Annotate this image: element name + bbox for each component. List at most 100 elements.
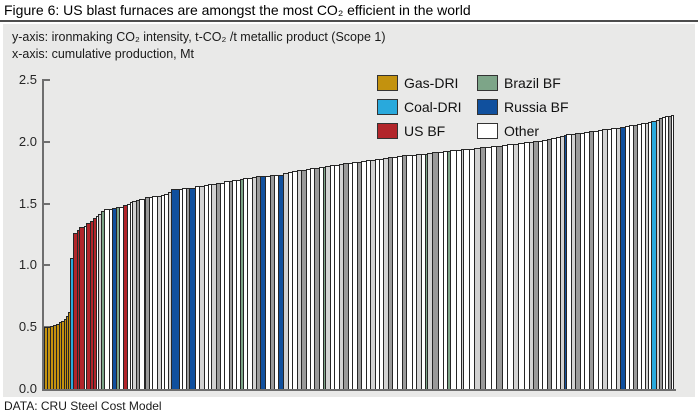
bar-other xyxy=(243,178,248,389)
bar-us xyxy=(92,218,96,389)
bar-other xyxy=(157,195,162,389)
bar-other xyxy=(473,147,480,389)
bar-other xyxy=(182,188,187,389)
bar-other xyxy=(645,122,649,389)
bar-other xyxy=(300,169,306,389)
bar-other xyxy=(330,165,335,389)
bars xyxy=(44,80,675,389)
bar-gas xyxy=(52,324,56,389)
bar-russia xyxy=(260,176,266,389)
legend: Gas-DRI Brazil BF Coal-DRI Russia BF US BF Ot… xyxy=(377,71,569,142)
bar-other xyxy=(629,125,634,389)
bar-other xyxy=(161,194,165,389)
x-axis-note: x-axis: cumulative production, Mt xyxy=(12,47,195,61)
bar-other xyxy=(236,179,241,389)
bar-brazil xyxy=(424,153,428,389)
bar-other xyxy=(179,188,183,389)
bar-other xyxy=(528,141,533,389)
bar-other xyxy=(637,123,642,389)
bar-coal xyxy=(651,120,656,389)
bar-other xyxy=(667,115,671,389)
bar-other xyxy=(427,152,433,389)
bar-other xyxy=(220,182,225,389)
y-tick-label: 2.0 xyxy=(18,133,37,149)
bar-other xyxy=(517,143,524,389)
legend-label-other: Other xyxy=(504,122,540,139)
bar-other xyxy=(402,155,407,389)
bar-us xyxy=(77,229,80,389)
bar-other xyxy=(455,149,461,389)
y-tick xyxy=(44,140,50,143)
bar-other xyxy=(462,149,469,389)
bar-brazil xyxy=(447,150,450,389)
bar-other xyxy=(126,203,130,389)
bar-gas xyxy=(55,323,59,389)
bar-us xyxy=(86,223,91,389)
data-source: DATA: CRU Steel Cost Model xyxy=(4,399,162,413)
bar-other xyxy=(392,156,398,389)
bar-other xyxy=(550,138,556,389)
bar-other xyxy=(199,185,205,389)
bar-other xyxy=(580,132,585,389)
bar-other xyxy=(129,202,132,389)
bar-brazil xyxy=(116,207,119,389)
bar-other xyxy=(352,162,358,389)
bar-other xyxy=(658,118,662,389)
bar-other xyxy=(512,143,518,389)
bar-gas xyxy=(61,321,64,389)
bar-other xyxy=(388,157,393,389)
bar-other xyxy=(490,146,496,389)
bar-other xyxy=(296,170,301,389)
bar-other xyxy=(532,141,538,389)
bar-other xyxy=(143,198,146,389)
bar-gas xyxy=(58,322,62,389)
bar-us xyxy=(73,233,78,389)
bar-other xyxy=(211,183,217,389)
bar-other xyxy=(415,154,421,389)
bar-other xyxy=(152,196,158,389)
bar-other xyxy=(291,171,297,389)
bar-other xyxy=(397,156,403,389)
bar-other xyxy=(541,139,547,389)
legend-label-russia: Russia BF xyxy=(504,98,569,115)
bar-other xyxy=(313,167,319,389)
bar-other xyxy=(273,174,278,389)
bar-other xyxy=(501,144,507,389)
legend-swatch-russia xyxy=(477,98,498,115)
legend-item-coal: Coal-DRI xyxy=(377,95,477,118)
bar-other xyxy=(95,215,99,389)
legend-item-russia: Russia BF xyxy=(477,95,569,118)
bar-other xyxy=(432,152,439,389)
bar-other xyxy=(287,172,292,389)
bar-other xyxy=(339,164,344,389)
bar-other xyxy=(375,159,380,389)
legend-item-us: US BF xyxy=(377,119,477,142)
bar-other xyxy=(616,127,621,389)
bar-other xyxy=(670,114,675,389)
bar-other xyxy=(282,172,288,389)
y-tick-label: 2.5 xyxy=(18,72,37,87)
bar-gas xyxy=(49,325,53,389)
bar-other xyxy=(412,154,416,389)
bar-other xyxy=(449,150,456,389)
bar-other xyxy=(343,163,349,389)
bar-us xyxy=(123,204,127,389)
bar-other xyxy=(625,125,630,389)
bar-other xyxy=(168,192,172,389)
bar-other xyxy=(229,180,233,389)
bar-other xyxy=(361,160,367,389)
bar-other xyxy=(265,175,270,389)
bar-other xyxy=(479,147,485,389)
bar-other xyxy=(589,131,594,389)
bar-russia xyxy=(563,135,567,389)
bar-other xyxy=(506,144,513,389)
y-axis-line xyxy=(42,79,44,391)
bar-other xyxy=(145,197,150,389)
y-tick-label: 0.0 xyxy=(18,381,37,396)
bar-other xyxy=(555,136,560,389)
legend-swatch-other xyxy=(477,122,498,139)
figure-title: Figure 6: US blast furnaces are amongst … xyxy=(4,2,471,18)
bar-us xyxy=(90,220,93,389)
bar-other xyxy=(607,128,612,389)
